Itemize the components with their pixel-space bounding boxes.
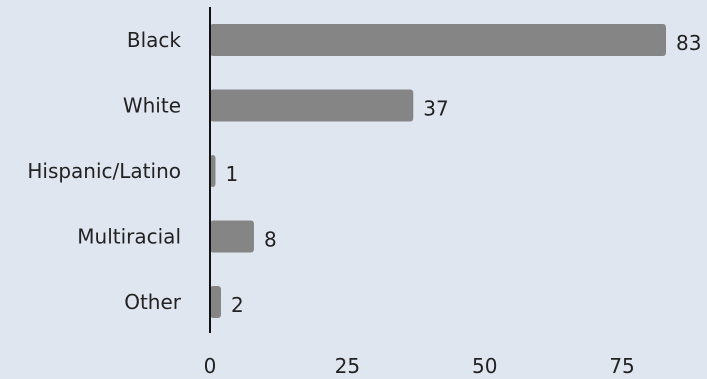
bar-white xyxy=(210,89,414,122)
category-label-other: Other xyxy=(124,290,182,314)
bars xyxy=(210,24,666,318)
x-tick-label-50: 50 xyxy=(472,354,497,378)
bar-hispanic-latino xyxy=(210,155,216,187)
bar-multiracial xyxy=(210,220,254,253)
x-tick-label-25: 25 xyxy=(335,354,360,378)
category-label-multiracial: Multiracial xyxy=(77,225,181,249)
category-label-hispanic-latino: Hispanic/Latino xyxy=(27,159,181,183)
value-label-multiracial: 8 xyxy=(264,228,277,252)
x-axis-ticks: 0 25 50 75 xyxy=(204,354,635,378)
category-label-black: Black xyxy=(127,28,182,52)
value-label-other: 2 xyxy=(231,293,244,317)
bar-black xyxy=(210,24,666,56)
category-label-white: White xyxy=(123,94,181,118)
value-label-black: 83 xyxy=(676,31,701,55)
value-label-white: 37 xyxy=(423,97,448,121)
value-label-hispanic-latino: 1 xyxy=(225,162,238,186)
value-labels: 83 37 1 8 2 xyxy=(225,31,701,317)
x-tick-label-75: 75 xyxy=(609,354,634,378)
x-tick-label-0: 0 xyxy=(204,354,217,378)
bar-other xyxy=(210,286,221,318)
category-labels: Black White Hispanic/Latino Multiracial Othe… xyxy=(27,28,181,314)
